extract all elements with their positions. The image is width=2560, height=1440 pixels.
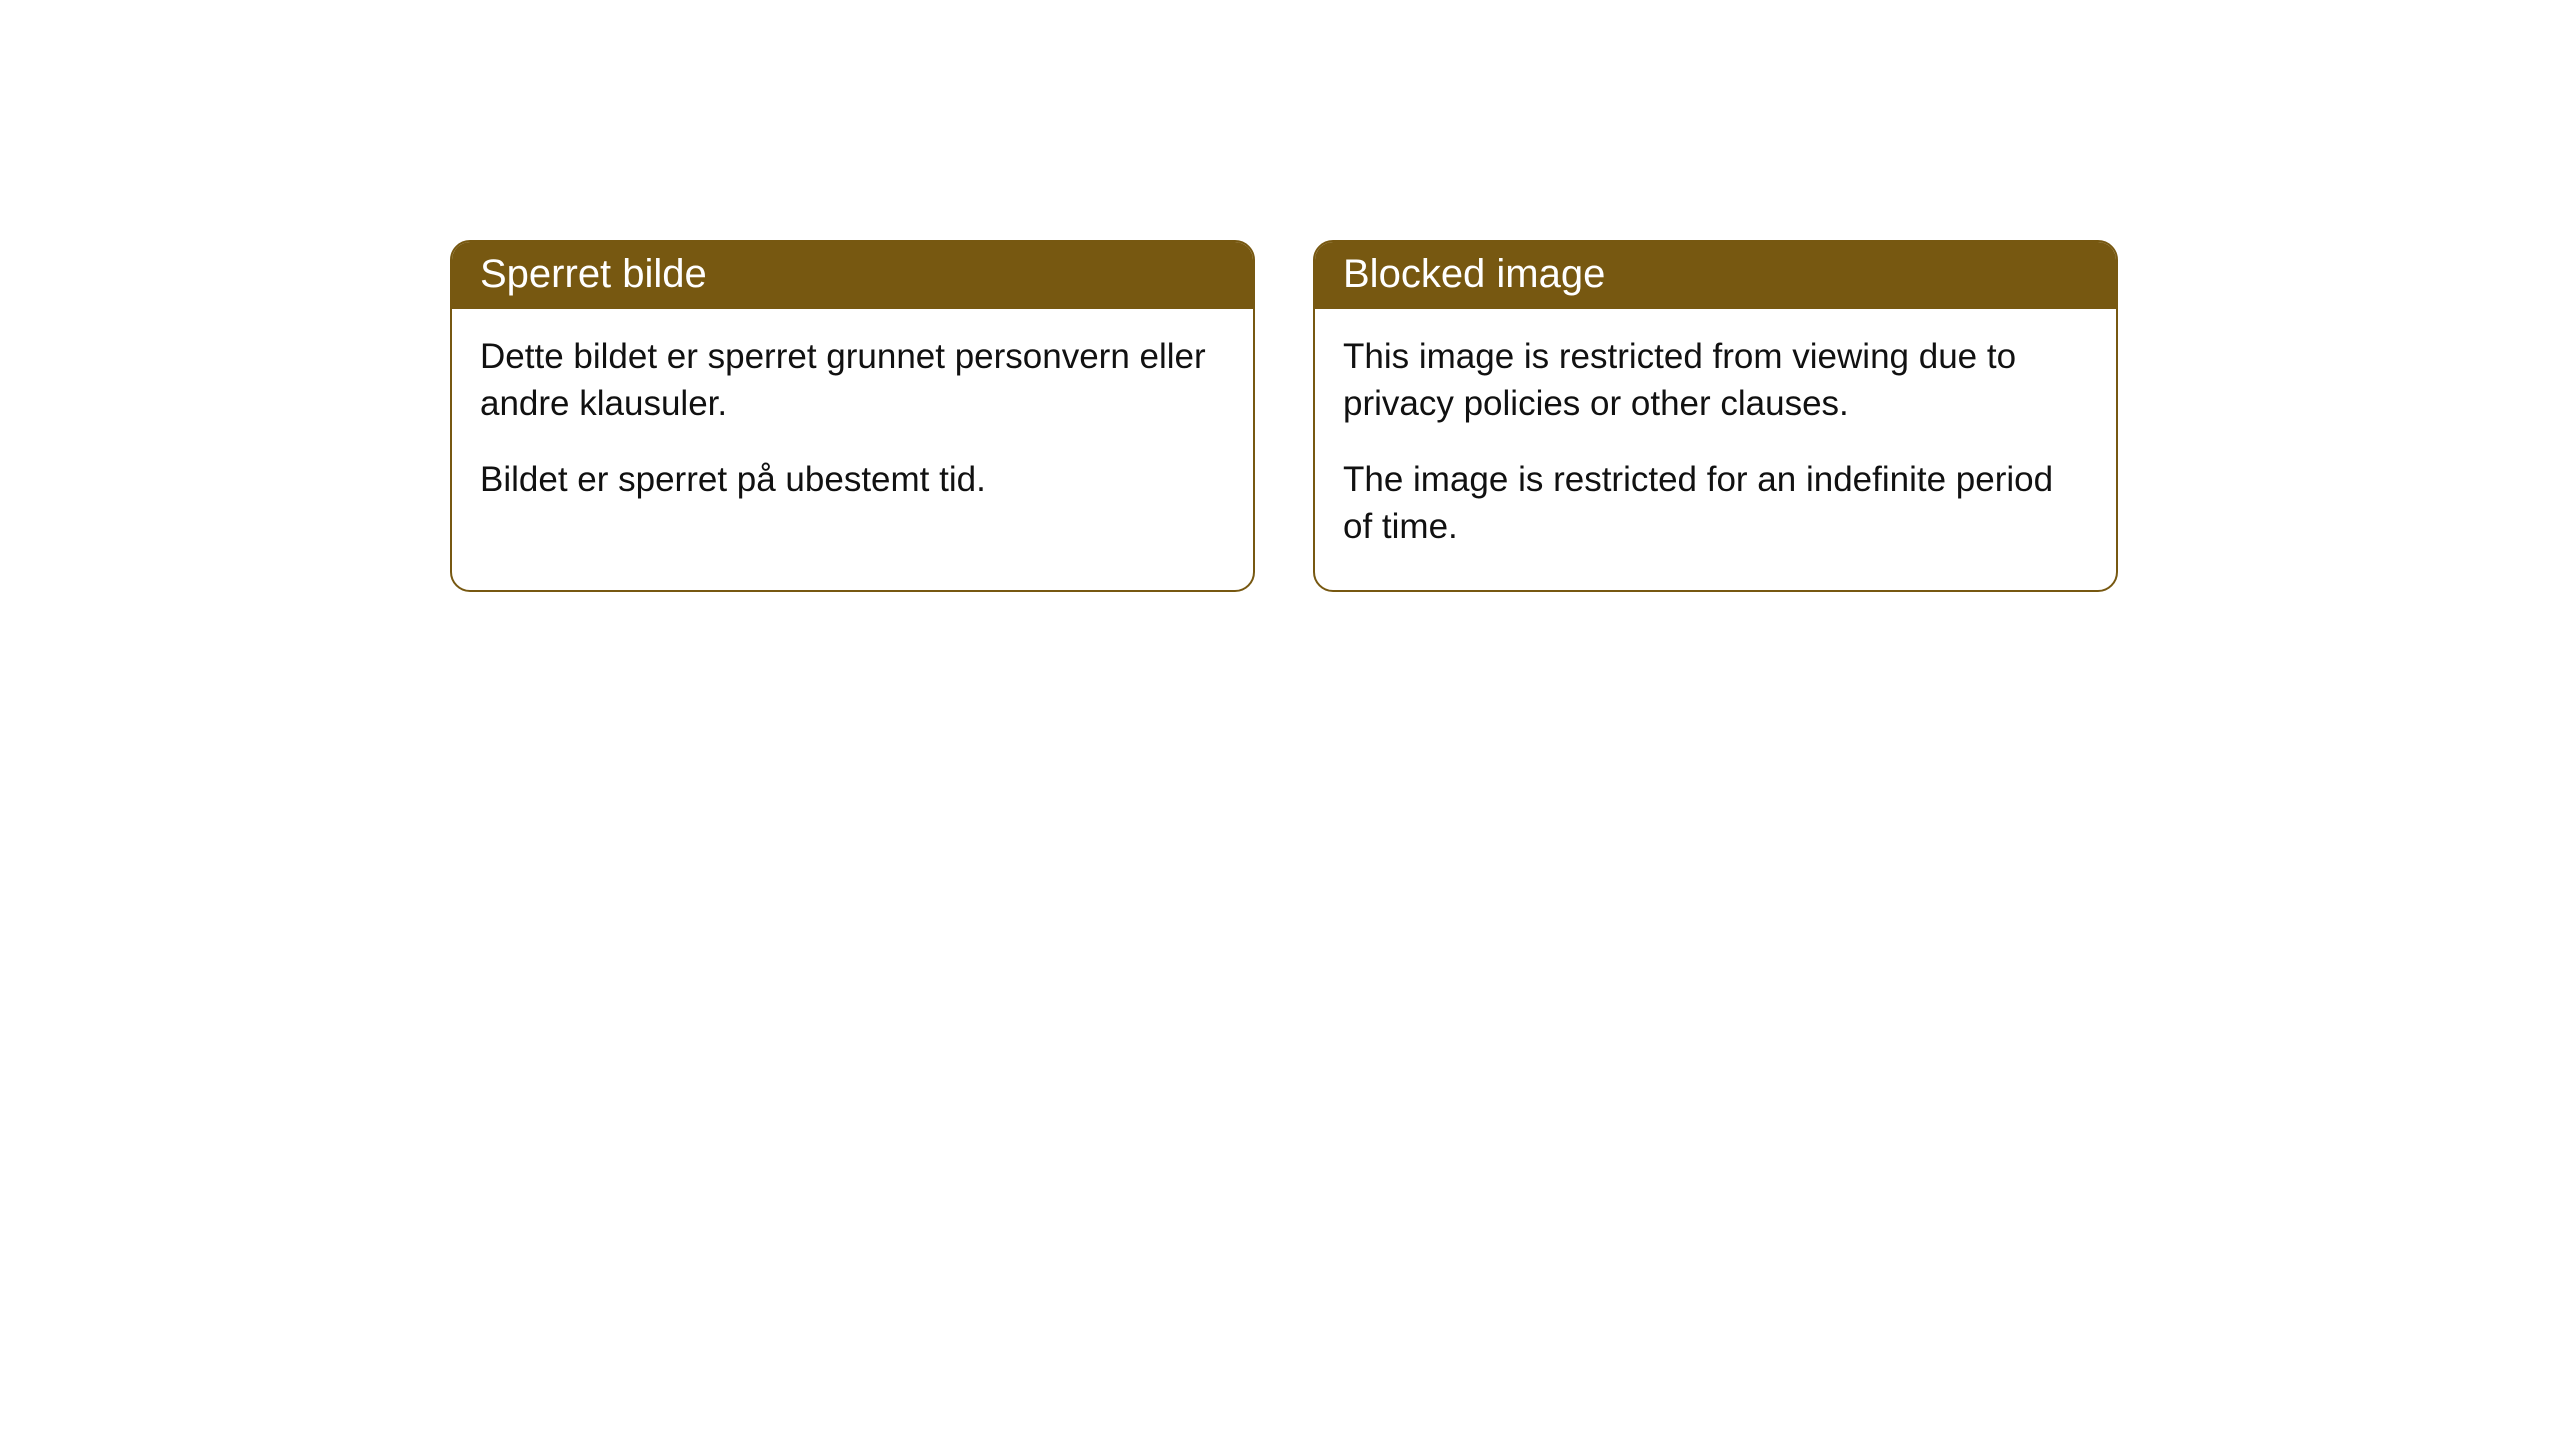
card-title-no: Sperret bilde <box>452 242 1253 309</box>
blocked-image-card-no: Sperret bilde Dette bildet er sperret gr… <box>450 240 1255 592</box>
card-title-en: Blocked image <box>1315 242 2116 309</box>
card-paragraph-en-1: This image is restricted from viewing du… <box>1343 333 2088 428</box>
blocked-image-card-en: Blocked image This image is restricted f… <box>1313 240 2118 592</box>
card-paragraph-no-1: Dette bildet er sperret grunnet personve… <box>480 333 1225 428</box>
card-paragraph-en-2: The image is restricted for an indefinit… <box>1343 456 2088 551</box>
card-paragraph-no-2: Bildet er sperret på ubestemt tid. <box>480 456 1225 503</box>
card-body-en: This image is restricted from viewing du… <box>1315 309 2116 590</box>
card-body-no: Dette bildet er sperret grunnet personve… <box>452 309 1253 543</box>
cards-container: Sperret bilde Dette bildet er sperret gr… <box>450 240 2560 592</box>
